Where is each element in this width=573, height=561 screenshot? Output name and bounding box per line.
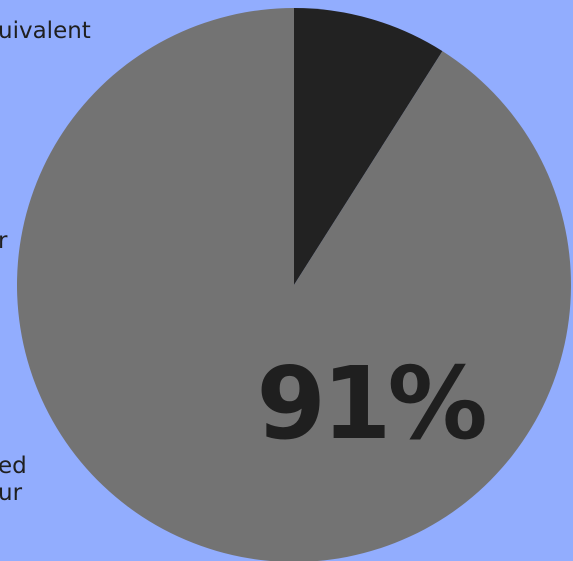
pie-slice-2 (17, 8, 571, 561)
percent-label: 91% (256, 345, 485, 462)
text-fragment: ed (0, 453, 27, 479)
text-fragment: ur (0, 480, 23, 506)
text-fragment: r (0, 228, 8, 254)
text-fragment: uivalent (0, 18, 91, 44)
pie-slices (17, 8, 571, 561)
pie-slice-1 (294, 8, 443, 285)
